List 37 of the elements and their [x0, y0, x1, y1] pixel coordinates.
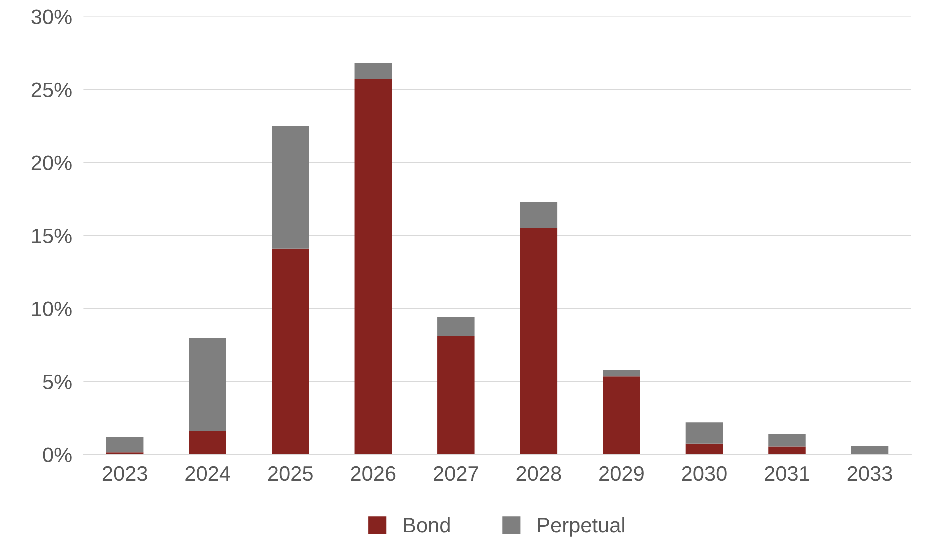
- y-tick-label: 0%: [43, 448, 72, 463]
- y-tick-label: 20%: [32, 156, 72, 171]
- bar: [354, 63, 392, 80]
- legend-label: Bond: [404, 517, 450, 533]
- bar: [686, 444, 724, 455]
- bar: [520, 202, 558, 228]
- bar: [686, 422, 724, 444]
- bar: [603, 370, 640, 377]
- bar: [272, 126, 310, 249]
- bar: [438, 336, 475, 455]
- x-tick-label: 2025: [268, 466, 313, 482]
- bar: [438, 318, 475, 336]
- x-tick-label: 2027: [434, 466, 478, 482]
- x-tick-label: 2029: [600, 466, 644, 482]
- bar: [189, 431, 226, 455]
- bar: [106, 437, 144, 453]
- x-tick-label: 2028: [516, 466, 562, 482]
- x-tick-label: 2033: [848, 466, 892, 482]
- y-tick-label: 15%: [32, 228, 72, 244]
- y-tick-label: 30%: [32, 10, 72, 24]
- bar: [851, 446, 889, 455]
- x-tick-label: 2024: [186, 466, 230, 482]
- bar: [520, 228, 558, 455]
- bar: [272, 248, 310, 455]
- y-tick-label: 10%: [32, 302, 72, 317]
- bar: [189, 338, 226, 432]
- bar: [603, 376, 640, 455]
- bar: [768, 446, 806, 455]
- legend-label: Perpetual: [538, 517, 624, 537]
- x-tick-label: 2023: [102, 466, 148, 482]
- x-tick-label: 2030: [682, 466, 727, 482]
- x-tick-label: 2026: [351, 466, 396, 482]
- bar: [768, 434, 806, 447]
- y-tick-label: 5%: [43, 374, 72, 390]
- bar: [354, 80, 392, 455]
- y-tick-label: 25%: [32, 82, 72, 98]
- x-tick-label: 2031: [765, 466, 810, 482]
